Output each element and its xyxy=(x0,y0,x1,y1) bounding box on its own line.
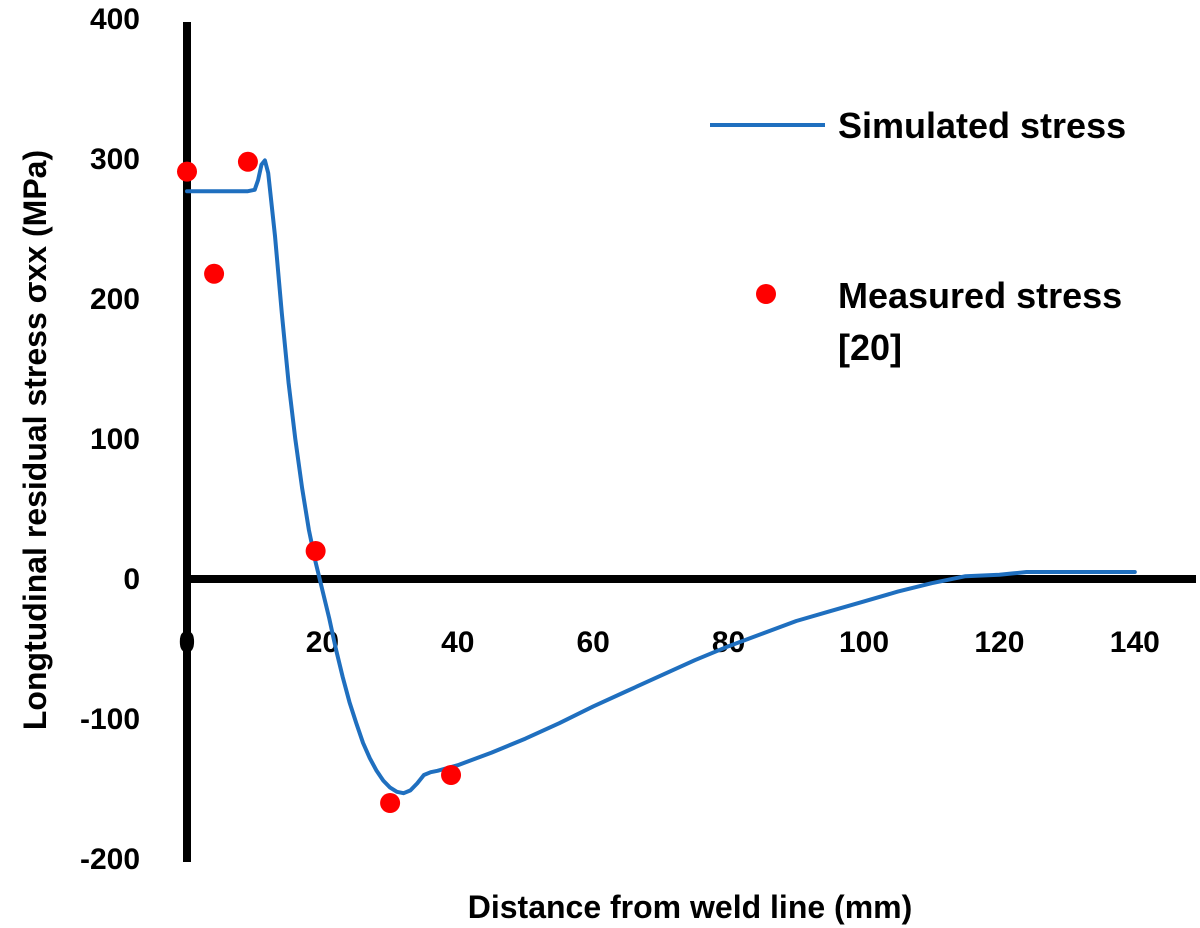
x-tick-label: 0 xyxy=(179,626,196,659)
legend-label-measured: Measured stress [20] xyxy=(838,275,1132,368)
legend-marker-measured xyxy=(756,284,776,304)
x-axis-title: Distance from weld line (mm) xyxy=(468,889,913,925)
y-tick-label: -100 xyxy=(80,703,140,736)
y-tick-labels: 400 300 200 100 0 -100 -200 xyxy=(80,3,140,876)
measured-stress-point xyxy=(380,793,401,813)
y-tick-label: 400 xyxy=(90,3,140,36)
legend-label-simulated: Simulated stress xyxy=(838,105,1126,146)
legend-label-measured-line2: [20] xyxy=(838,327,902,368)
measured-stress-point xyxy=(204,263,225,284)
y-tick-label: 200 xyxy=(90,283,140,316)
measured-stress-point xyxy=(237,151,258,172)
x-tick-label: 60 xyxy=(577,626,610,659)
measured-stress-point xyxy=(441,765,462,785)
y-tick-label: 300 xyxy=(90,143,140,176)
x-tick-label: 120 xyxy=(974,626,1024,659)
y-axis-title: Longtudinal residual stress σxx (MPa) xyxy=(17,150,53,730)
x-tick-label: 140 xyxy=(1110,626,1160,659)
legend: Simulated stress Measured stress [20] xyxy=(710,105,1132,368)
x-tick-label: 40 xyxy=(441,626,474,659)
simulated-stress-line xyxy=(185,158,1137,796)
measured-stress-point xyxy=(177,161,197,182)
x-tick-labels: 0 20 40 60 80 100 120 140 xyxy=(179,626,1160,659)
legend-label-measured-line1: Measured stress xyxy=(838,275,1122,316)
y-tick-label: 100 xyxy=(90,423,140,456)
measured-stress-point xyxy=(305,541,326,561)
x-tick-label: 100 xyxy=(839,626,889,659)
y-tick-label: 0 xyxy=(123,563,140,596)
y-tick-label: -200 xyxy=(80,843,140,876)
measured-stress-points xyxy=(177,151,462,813)
